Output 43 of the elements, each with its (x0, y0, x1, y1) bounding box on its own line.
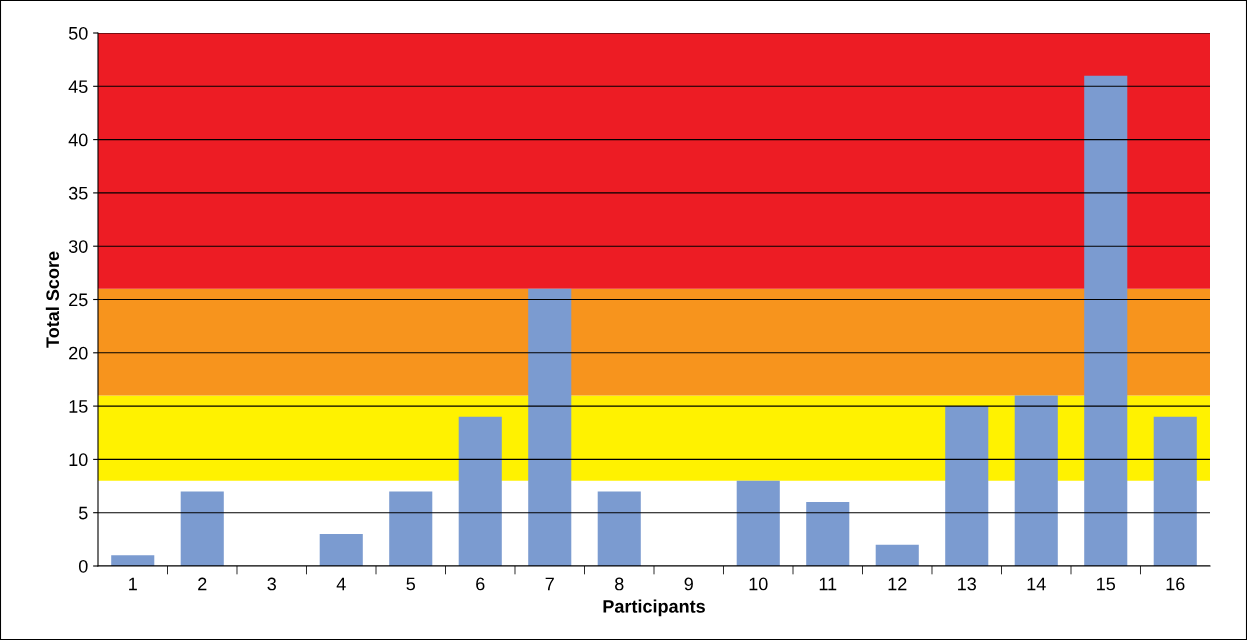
bar (180, 491, 224, 566)
bar (597, 491, 641, 566)
y-tick-label: 40 (68, 133, 88, 147)
bar (458, 416, 502, 566)
x-tick-label: 13 (958, 577, 976, 591)
bar (528, 288, 572, 566)
bar (1084, 75, 1128, 566)
bar (1014, 395, 1058, 566)
y-tick-label: 20 (69, 346, 88, 360)
x-tick-label: 5 (406, 577, 416, 591)
y-axis-title: Total Score (45, 251, 60, 348)
bar (111, 555, 155, 566)
x-tick-label: 2 (198, 577, 207, 591)
x-tick-label: 8 (615, 577, 624, 591)
x-tick-label: 4 (336, 577, 346, 591)
y-tick-label: 0 (78, 559, 88, 573)
bar (736, 480, 780, 566)
y-tick-label: 30 (68, 240, 88, 253)
x-tick-label: 1 (129, 577, 137, 591)
bar (945, 406, 989, 566)
x-tick-label: 10 (749, 577, 768, 591)
x-tick-label: 12 (888, 577, 907, 591)
bar (389, 491, 433, 566)
bar (1153, 416, 1197, 566)
bar (875, 544, 919, 566)
x-tick-label: 11 (819, 577, 837, 591)
y-tick-label: 25 (69, 293, 88, 307)
x-tick-label: 15 (1097, 577, 1116, 591)
y-tick-label: 50 (68, 26, 88, 40)
y-tick-label: 5 (78, 506, 88, 520)
y-tick-label: 35 (68, 186, 88, 200)
x-tick-label: 9 (684, 577, 693, 591)
x-tick-label: 7 (545, 577, 554, 591)
bar (806, 502, 850, 566)
y-tick-label: 15 (69, 400, 88, 413)
x-tick-label: 6 (476, 577, 485, 591)
x-tick-label: 3 (267, 577, 276, 591)
y-tick-label: 45 (68, 80, 88, 94)
bar (319, 534, 363, 566)
x-tick-label: 14 (1027, 577, 1046, 591)
x-axis-title: Participants (603, 599, 705, 617)
y-tick-label: 10 (69, 453, 88, 467)
x-tick-label: 16 (1166, 577, 1185, 591)
